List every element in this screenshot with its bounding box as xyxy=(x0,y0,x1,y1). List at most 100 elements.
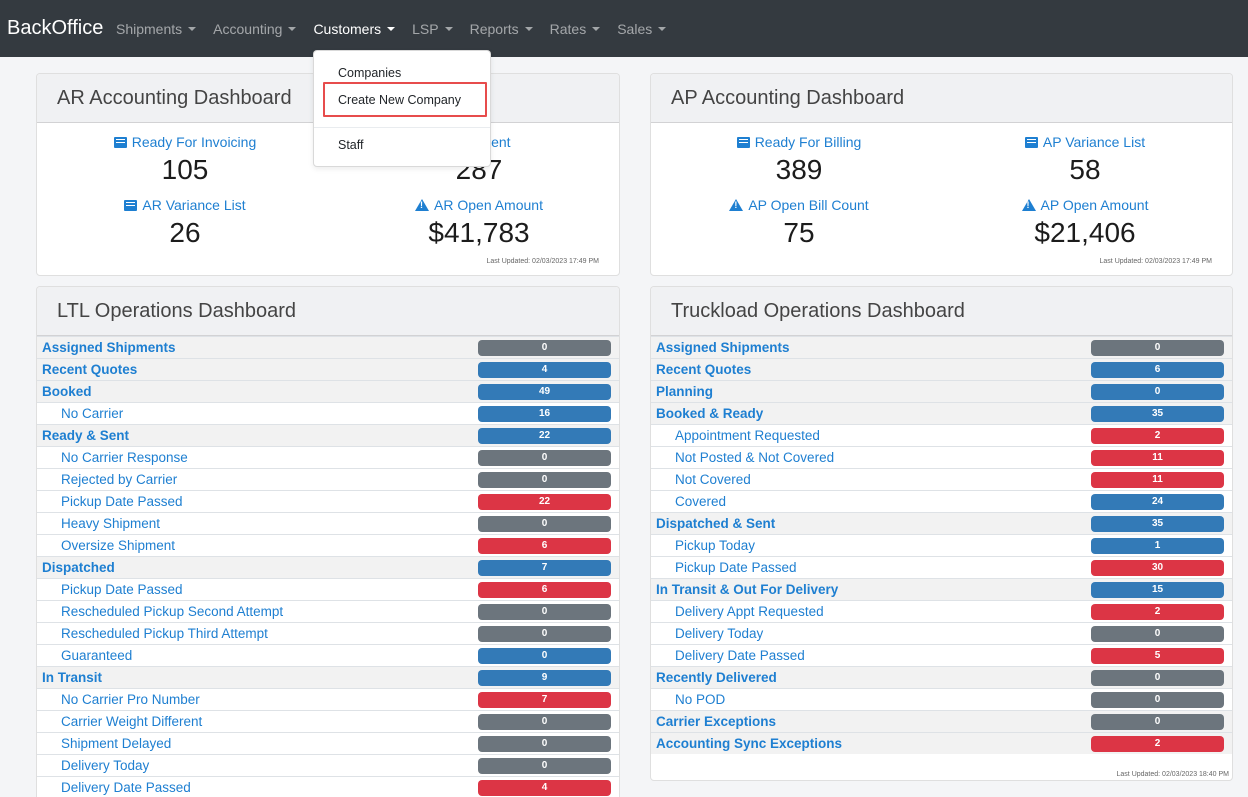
row-link[interactable]: Assigned Shipments xyxy=(42,340,176,355)
row-link[interactable]: Delivery Date Passed xyxy=(61,780,191,795)
nav-reports[interactable]: Reports xyxy=(470,21,533,37)
row-link[interactable]: Not Covered xyxy=(675,472,751,487)
row-link[interactable]: Rescheduled Pickup Third Attempt xyxy=(61,626,268,641)
stat-ap-variance-list: AP Variance List 58 xyxy=(945,134,1225,186)
row-link[interactable]: Recently Delivered xyxy=(656,670,777,685)
row-link[interactable]: Pickup Date Passed xyxy=(61,494,183,509)
caret-down-icon xyxy=(592,26,601,31)
row-link[interactable]: No POD xyxy=(675,692,726,707)
row-link[interactable]: In Transit & Out For Delivery xyxy=(656,582,839,597)
row-link[interactable]: Carrier Weight Different xyxy=(61,714,203,729)
row-link[interactable]: Delivery Today xyxy=(675,626,764,641)
row-link[interactable]: Dispatched & Sent xyxy=(656,516,776,531)
table-row: No POD 0 xyxy=(651,688,1232,710)
table-row: Delivery Today 0 xyxy=(37,754,619,776)
row-link[interactable]: Recent Quotes xyxy=(42,362,138,377)
stat-link[interactable]: Ready For Billing xyxy=(736,134,861,150)
row-link[interactable]: Assigned Shipments xyxy=(656,340,790,355)
row-link[interactable]: Pickup Date Passed xyxy=(61,582,183,597)
row-link[interactable]: Rescheduled Pickup Second Attempt xyxy=(61,604,284,619)
row-link[interactable]: Guaranteed xyxy=(61,648,133,663)
stat-link[interactable]: AR Variance List xyxy=(124,197,246,213)
count-badge: 0 xyxy=(478,340,611,356)
row-link[interactable]: Booked & Ready xyxy=(656,406,764,421)
stat-link[interactable]: AR Open Amount xyxy=(415,197,543,213)
stat-link[interactable]: AP Open Bill Count xyxy=(729,197,869,213)
count-badge: 0 xyxy=(1091,692,1224,708)
row-link[interactable]: Oversize Shipment xyxy=(61,538,176,553)
stat-ready-for-invoicing: Ready For Invoicing 105 xyxy=(45,134,325,186)
ltl-status-table: Assigned Shipments 0 Recent Quotes 4 Booked 4… xyxy=(37,336,619,797)
row-link[interactable]: Accounting Sync Exceptions xyxy=(656,736,843,751)
row-link[interactable]: Delivery Appt Requested xyxy=(675,604,824,619)
count-badge: 5 xyxy=(1091,648,1224,664)
stat-link[interactable]: Ready For Invoicing xyxy=(113,134,256,150)
brand-logo[interactable]: BackOffice xyxy=(7,17,104,39)
stat-link[interactable]: AP Open Amount xyxy=(1021,197,1148,213)
row-link[interactable]: Booked xyxy=(42,384,92,399)
row-link[interactable]: Ready & Sent xyxy=(42,428,130,443)
caret-down-icon xyxy=(188,26,197,31)
row-link[interactable]: Heavy Shipment xyxy=(61,516,161,531)
row-link[interactable]: Shipment Delayed xyxy=(61,736,172,751)
count-badge: 35 xyxy=(1091,406,1224,422)
row-link[interactable]: In Transit xyxy=(42,670,103,685)
row-link[interactable]: Rejected by Carrier xyxy=(61,472,178,487)
row-link[interactable]: Planning xyxy=(656,384,713,399)
row-link[interactable]: No Carrier Response xyxy=(61,450,188,465)
row-link[interactable]: Dispatched xyxy=(42,560,115,575)
nav-shipments[interactable]: Shipments xyxy=(116,21,197,37)
truckload-status-table: Assigned Shipments 0 Recent Quotes 6 Plannin… xyxy=(651,336,1232,754)
count-badge: 7 xyxy=(478,560,611,576)
stat-link[interactable]: AP Variance List xyxy=(1024,134,1145,150)
row-link[interactable]: Carrier Exceptions xyxy=(656,714,777,729)
nav-customers[interactable]: Customers xyxy=(313,21,396,37)
menu-item-create-new-company[interactable]: Create New Company xyxy=(338,93,461,107)
stat-ar-open-amount: AR Open Amount $41,783 xyxy=(339,197,619,249)
table-row: Booked & Ready 35 xyxy=(651,402,1232,424)
table-row: Recently Delivered 0 xyxy=(651,666,1232,688)
table-row: Dispatched 7 xyxy=(37,556,619,578)
last-updated: Last Updated: 02/03/2023 17:49 PM xyxy=(486,258,599,265)
table-row: No Carrier Response 0 xyxy=(37,446,619,468)
row-link[interactable]: Not Posted & Not Covered xyxy=(675,450,835,465)
count-badge: 0 xyxy=(1091,384,1224,400)
table-row: Delivery Today 0 xyxy=(651,622,1232,644)
row-link[interactable]: Recent Quotes xyxy=(656,362,752,377)
stat-ap-open-amount: AP Open Amount $21,406 xyxy=(945,197,1225,249)
row-link[interactable]: Delivery Today xyxy=(61,758,150,773)
row-link[interactable]: Pickup Today xyxy=(675,538,756,553)
count-badge: 0 xyxy=(478,604,611,620)
row-link[interactable]: Covered xyxy=(675,494,727,509)
nav-lsp[interactable]: LSP xyxy=(412,21,453,37)
row-link[interactable]: Delivery Date Passed xyxy=(675,648,805,663)
nav-sales[interactable]: Sales xyxy=(617,21,667,37)
row-link[interactable]: Pickup Date Passed xyxy=(675,560,797,575)
count-badge: 0 xyxy=(478,758,611,774)
count-badge: 35 xyxy=(1091,516,1224,532)
row-link[interactable]: Appointment Requested xyxy=(675,428,820,443)
table-row: Rescheduled Pickup Second Attempt 0 xyxy=(37,600,619,622)
list-icon xyxy=(1024,136,1038,148)
table-row: Pickup Date Passed 6 xyxy=(37,578,619,600)
count-badge: 0 xyxy=(478,714,611,730)
card-title: Truckload Operations Dashboard xyxy=(651,287,1232,336)
menu-item-companies[interactable]: Companies xyxy=(338,66,402,80)
count-badge: 30 xyxy=(1091,560,1224,576)
table-row: Ready & Sent 22 xyxy=(37,424,619,446)
row-link[interactable]: No Carrier Pro Number xyxy=(61,692,200,707)
count-badge: 2 xyxy=(1091,604,1224,620)
nav-rates[interactable]: Rates xyxy=(550,21,601,37)
count-badge: 2 xyxy=(1091,428,1224,444)
nav-accounting[interactable]: Accounting xyxy=(213,21,297,37)
table-row: Accounting Sync Exceptions 2 xyxy=(651,732,1232,754)
menu-item-staff[interactable]: Staff xyxy=(338,138,364,152)
count-badge: 0 xyxy=(478,450,611,466)
caret-down-icon xyxy=(288,26,297,31)
count-badge: 7 xyxy=(478,692,611,708)
stat-value: $21,406 xyxy=(1034,217,1136,248)
count-badge: 0 xyxy=(1091,340,1224,356)
count-badge: 15 xyxy=(1091,582,1224,598)
last-updated: Last Updated: 02/03/2023 18:40 PM xyxy=(1116,771,1229,778)
row-link[interactable]: No Carrier xyxy=(61,406,124,421)
